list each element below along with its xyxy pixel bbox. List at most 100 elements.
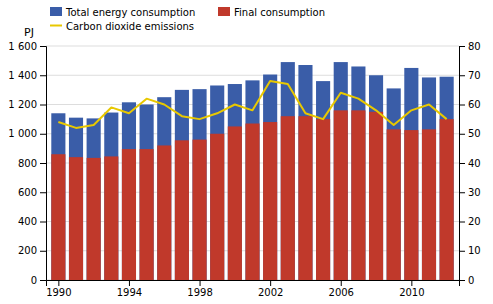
tick-mark	[459, 163, 465, 164]
tick-mark	[459, 46, 465, 47]
tick: 2006	[329, 280, 354, 298]
tick-label: 800	[18, 158, 37, 169]
tick-label: 80	[468, 41, 481, 52]
marks	[51, 62, 453, 280]
line	[58, 81, 446, 128]
tick-mark	[40, 251, 46, 252]
tick-mark	[40, 163, 46, 164]
legend-swatch	[50, 7, 62, 16]
tick: 10	[459, 245, 481, 256]
axis-line	[460, 47, 466, 281]
tick: 1994	[117, 280, 142, 298]
tick-label: 20	[468, 216, 481, 227]
bar	[175, 90, 189, 280]
tick: 2002	[258, 280, 283, 298]
tick: 60	[459, 99, 481, 110]
bar	[440, 77, 454, 280]
bar	[69, 118, 83, 280]
tick: 1 000	[8, 128, 46, 139]
tick-label: 400	[18, 216, 37, 227]
bar	[316, 119, 330, 280]
bar	[157, 97, 171, 280]
tick-label: 2002	[258, 287, 283, 298]
bar	[387, 88, 401, 280]
bar	[210, 134, 224, 280]
tick-mark	[459, 280, 465, 281]
tick-label: 200	[18, 245, 37, 256]
legend-swatch	[218, 7, 230, 16]
grid-line	[46, 46, 459, 47]
tick: 20	[459, 216, 481, 227]
tick: 1 600	[8, 41, 46, 52]
bar	[104, 113, 118, 280]
tick-label: 1 000	[8, 128, 37, 139]
tick-label: 10	[468, 245, 481, 256]
tick-label: 60	[468, 99, 481, 110]
bar	[281, 62, 295, 280]
tick-mark	[129, 280, 130, 286]
grid	[46, 46, 459, 280]
axis-line	[40, 47, 47, 281]
y2-axis: 0 10 20 30 40 50 60 70 80	[459, 41, 481, 286]
legend-item: Total energy consumption	[50, 7, 195, 18]
tick-label: 1 400	[8, 70, 37, 81]
bar-series	[51, 62, 453, 280]
tick-label: 50	[468, 128, 481, 139]
bar	[228, 126, 242, 280]
tick: 600	[18, 187, 46, 198]
tick: 800	[18, 158, 46, 169]
bar	[263, 75, 277, 280]
bar	[122, 102, 136, 280]
bar	[51, 154, 65, 280]
tick-label: 40	[468, 158, 481, 169]
bar	[87, 158, 101, 280]
tick-mark	[58, 280, 59, 286]
tick-label: 600	[18, 187, 37, 198]
legend-swatch	[50, 25, 62, 27]
bar	[351, 110, 365, 280]
bar	[175, 140, 189, 280]
tick: 2010	[399, 280, 424, 298]
tick-label: 1994	[117, 287, 142, 298]
legend: Total energy consumption Final consumptio…	[50, 7, 325, 32]
tick: 0	[31, 275, 46, 286]
tick-mark	[459, 192, 465, 193]
legend-label: Final consumption	[234, 7, 325, 18]
bar	[369, 112, 383, 280]
tick-mark	[459, 251, 465, 252]
legend-item: Final consumption	[218, 7, 325, 18]
tick-mark	[40, 222, 46, 223]
axis-line	[47, 281, 460, 287]
tick: 200	[18, 245, 46, 256]
tick-mark	[459, 105, 465, 106]
bar	[263, 122, 277, 280]
x-axis: 199019941998200220062010	[46, 280, 459, 298]
tick: 1 200	[8, 99, 46, 110]
bar	[298, 116, 312, 280]
tick-label: 1990	[46, 287, 71, 298]
bar	[140, 149, 154, 280]
tick-label: 70	[468, 70, 481, 81]
bar-series	[51, 110, 453, 280]
tick: 1990	[46, 280, 71, 298]
tick-mark	[270, 280, 271, 286]
tick-label: 2006	[329, 287, 354, 298]
tick-mark	[411, 280, 412, 286]
tick-label: 1 600	[8, 41, 37, 52]
bar	[192, 140, 206, 280]
bar	[387, 129, 401, 280]
tick-label: 0	[468, 275, 474, 286]
tick-mark	[40, 134, 46, 135]
tick-mark	[200, 280, 201, 286]
tick-mark	[40, 192, 46, 193]
bar	[51, 113, 65, 280]
bar	[422, 129, 436, 280]
tick-label: 1 200	[8, 99, 37, 110]
bar	[298, 65, 312, 280]
y-axis-label: PJ	[24, 26, 34, 39]
tick-mark	[459, 134, 465, 135]
chart: 19901994199820022006201002004006008001 0…	[0, 0, 493, 304]
tick: 30	[459, 187, 481, 198]
tick-label: 2010	[399, 287, 424, 298]
tick: 80	[459, 41, 481, 52]
